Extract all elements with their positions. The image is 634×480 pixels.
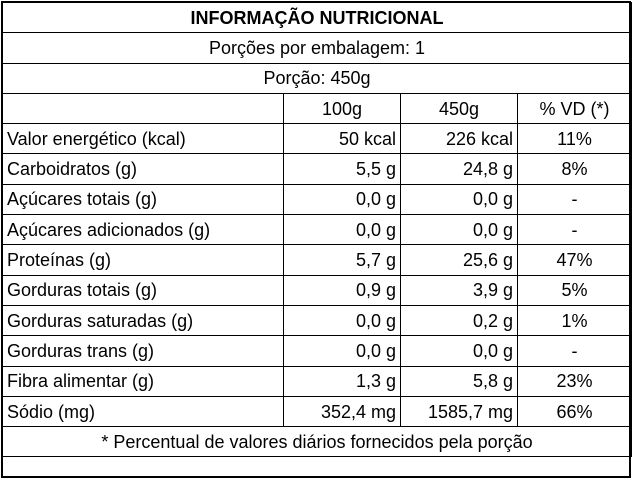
value-100g: 352,4 mg <box>283 395 401 428</box>
value-100g: 5,7 g <box>283 244 401 276</box>
value-daily: 23% <box>516 365 633 397</box>
value-450g: 24,8 g <box>400 153 518 185</box>
servings-per-package: Porções por embalagem: 1 <box>1 32 633 64</box>
nutrient-label: Sódio (mg) <box>2 395 284 428</box>
nutrition-table: INFORMAÇÃO NUTRICIONAL Porções por embal… <box>1 1 633 458</box>
nutrient-label: Açúcares totais (g) <box>2 183 284 216</box>
table-row: Gorduras totais (g) 0,9 g 3,9 g 5% <box>2 274 633 306</box>
nutrient-label: Gorduras totais (g) <box>2 274 284 306</box>
nutrient-label: Gorduras saturadas (g) <box>2 304 284 337</box>
table-row: Proteínas (g) 5,7 g 25,6 g 47% <box>2 244 633 276</box>
value-450g: 226 kcal <box>400 123 518 155</box>
value-450g: 0,0 g <box>400 183 518 216</box>
column-header-450g: 450g <box>400 92 518 125</box>
nutrient-label: Açúcares adicionados (g) <box>2 214 284 246</box>
table-row: Valor energético (kcal) 50 kcal 226 kcal 11… <box>2 123 633 155</box>
value-450g: 1585,7 mg <box>400 395 518 428</box>
footnote: * Percentual de valores diários fornecid… <box>1 426 633 458</box>
column-header-vd: % VD (*) <box>516 92 633 125</box>
column-header-empty <box>2 92 284 125</box>
value-100g: 0,0 g <box>283 335 401 367</box>
value-450g: 25,6 g <box>400 244 518 276</box>
value-daily: - <box>516 183 633 216</box>
nutrient-label: Fibra alimentar (g) <box>2 365 284 397</box>
value-daily: 66% <box>516 395 633 428</box>
value-daily: 1% <box>516 304 633 337</box>
value-daily: 8% <box>516 153 633 185</box>
value-100g: 0,0 g <box>283 304 401 337</box>
value-100g: 0,0 g <box>283 214 401 246</box>
value-100g: 5,5 g <box>283 153 401 185</box>
nutrient-label: Carboidratos (g) <box>2 153 284 185</box>
portion-size: Porção: 450g <box>1 62 633 94</box>
table-row: Carboidratos (g) 5,5 g 24,8 g 8% <box>2 153 633 185</box>
value-daily: 11% <box>516 123 633 155</box>
nutrient-label: Valor energético (kcal) <box>2 123 284 155</box>
nutrient-label: Proteínas (g) <box>2 244 284 276</box>
table-row: Açúcares totais (g) 0,0 g 0,0 g- <box>2 183 633 216</box>
table-row: Gorduras trans (g) 0,0 g 0,0 g- <box>2 335 633 367</box>
table-row: Açúcares adicionados (g) 0,0 g 0,0 g- <box>2 214 633 246</box>
table-title: INFORMAÇÃO NUTRICIONAL <box>1 1 633 34</box>
value-100g: 1,3 g <box>283 365 401 397</box>
value-450g: 0,0 g <box>400 335 518 367</box>
value-100g: 0,9 g <box>283 274 401 306</box>
value-daily: - <box>516 335 633 367</box>
value-100g: 0,0 g <box>283 183 401 216</box>
column-header-100g: 100g <box>283 92 401 125</box>
value-450g: 0,0 g <box>400 214 518 246</box>
value-daily: - <box>516 214 633 246</box>
table-row: Sódio (mg) 352,4 mg 1585,7 mg 66% <box>2 395 633 428</box>
value-450g: 0,2 g <box>400 304 518 337</box>
value-100g: 50 kcal <box>283 123 401 155</box>
table-row: Gorduras saturadas (g) 0,0 g 0,2 g 1% <box>2 304 633 337</box>
value-daily: 47% <box>516 244 633 276</box>
value-450g: 5,8 g <box>400 365 518 397</box>
nutrient-label: Gorduras trans (g) <box>2 335 284 367</box>
column-header-row: 100g 450g % VD (*) <box>2 92 633 125</box>
value-daily: 5% <box>516 274 633 306</box>
table-row: Fibra alimentar (g) 1,3 g 5,8 g 23% <box>2 365 633 397</box>
value-450g: 3,9 g <box>400 274 518 306</box>
